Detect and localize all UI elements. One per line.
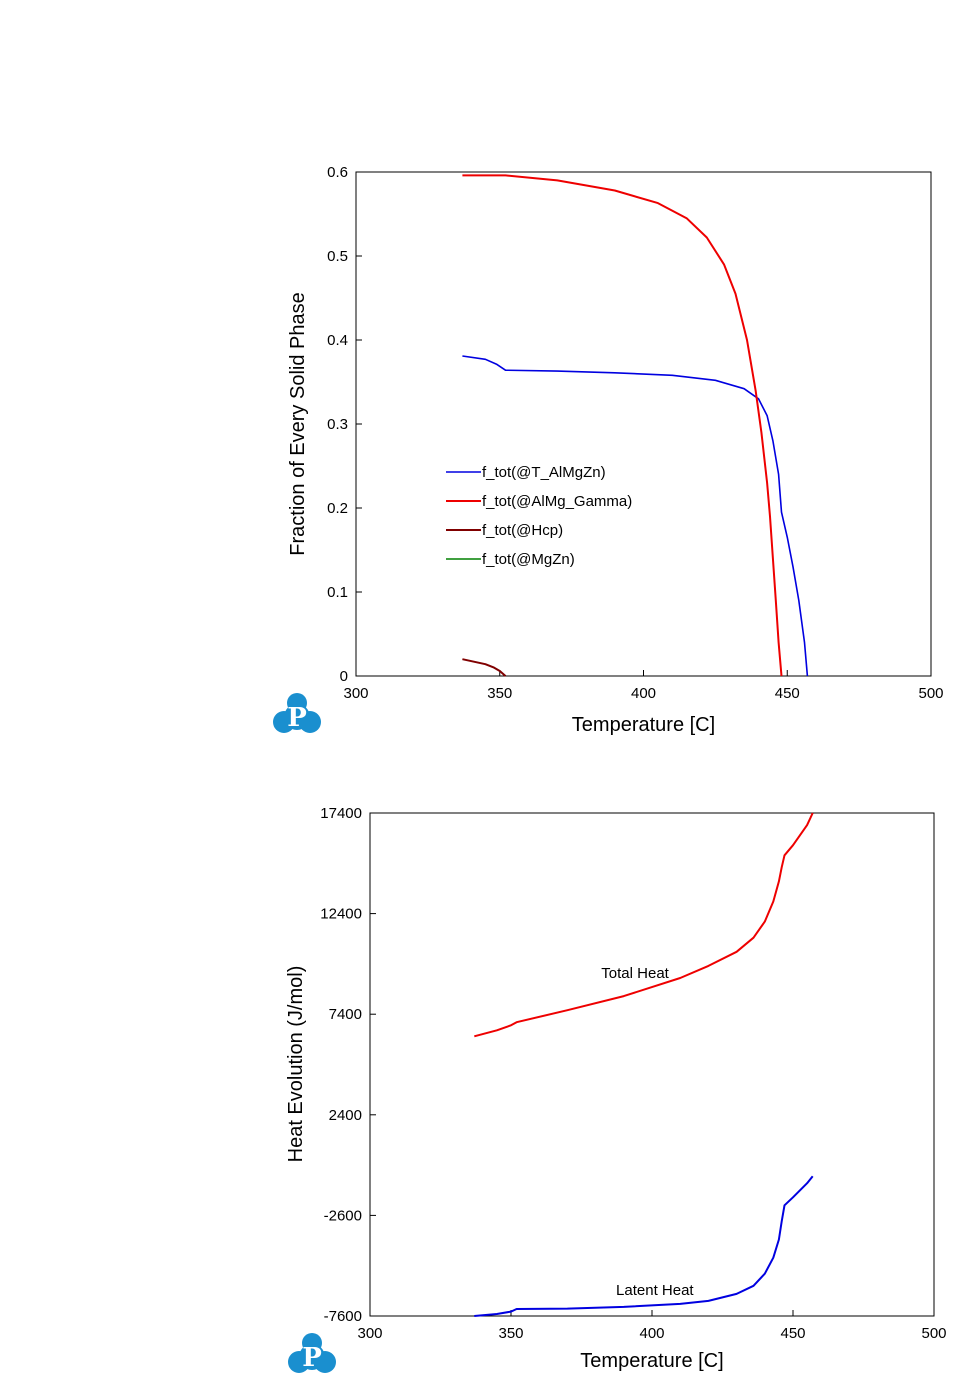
pandat-logo-icon: P — [273, 693, 321, 733]
legend-label: f_tot(@T_AlMgZn) — [482, 464, 606, 481]
logo-letter: P — [287, 703, 307, 733]
y-tick-label: 7400 — [329, 1006, 362, 1023]
x-tick-label: 400 — [631, 685, 656, 702]
y-tick-label: -7600 — [324, 1308, 362, 1325]
plot-frame — [369, 812, 935, 1317]
x-tick-label: 500 — [918, 685, 943, 702]
x-axis-title: Temperature [C] — [572, 714, 715, 736]
x-axis-title: Temperature [C] — [580, 1350, 723, 1372]
series-line-total-heat — [474, 812, 814, 1038]
y-tick-label: 0.2 — [327, 500, 348, 517]
x-tick-label: 300 — [357, 1325, 382, 1342]
y-tick-label: 12400 — [320, 906, 362, 923]
series-line-f-tot-hcp- — [462, 658, 507, 677]
y-tick-label: 0.3 — [327, 416, 348, 433]
series-line-f-tot-almg-gamma- — [462, 174, 783, 677]
y-tick-label: 0.6 — [327, 164, 348, 181]
legend-label: f_tot(@AlMg_Gamma) — [482, 493, 632, 510]
y-tick-label: 0.4 — [327, 332, 348, 349]
annotation-label: Total Heat — [601, 965, 669, 982]
y-axis-title: Heat Evolution (J/mol) — [285, 966, 307, 1163]
y-tick-label: -2600 — [324, 1207, 362, 1224]
legend: f_tot(@T_AlMgZn) f_tot(@AlMg_Gamma) f_tot(… — [446, 464, 632, 568]
series-line-f-tot-t-almgzn- — [462, 355, 809, 677]
chart-heat-evolution: 300 350 400 450 500 -7600 -2600 2400 7400 12400 17… — [285, 805, 947, 1372]
y-tick-label: 0.1 — [327, 584, 348, 601]
x-tick-label: 450 — [775, 685, 800, 702]
x-tick-label: 300 — [343, 685, 368, 702]
y-tick-label: 0 — [340, 668, 348, 685]
legend-label: f_tot(@MgZn) — [482, 551, 575, 568]
annotation-label: Latent Heat — [616, 1282, 694, 1299]
y-tick-label: 0.5 — [327, 248, 348, 265]
chart-fraction-solid-phase: 300 350 400 450 500 0 0.1 0.2 0.3 0.4 0.5 0.6 Tempe… — [287, 164, 944, 736]
legend-label: f_tot(@Hcp) — [482, 522, 563, 539]
x-tick-label: 450 — [780, 1325, 805, 1342]
x-tick-label: 350 — [498, 1325, 523, 1342]
x-tick-label: 350 — [487, 685, 512, 702]
x-tick-label: 500 — [921, 1325, 946, 1342]
pandat-logo-icon: P — [288, 1333, 336, 1373]
y-axis-title: Fraction of Every Solid Phase — [287, 292, 309, 555]
logo-letter: P — [302, 1343, 322, 1373]
series-line-latent-heat — [474, 1175, 814, 1317]
plot-frame — [355, 171, 932, 677]
x-tick-label: 400 — [639, 1325, 664, 1342]
y-tick-label: 2400 — [329, 1107, 362, 1124]
y-tick-label: 17400 — [320, 805, 362, 822]
